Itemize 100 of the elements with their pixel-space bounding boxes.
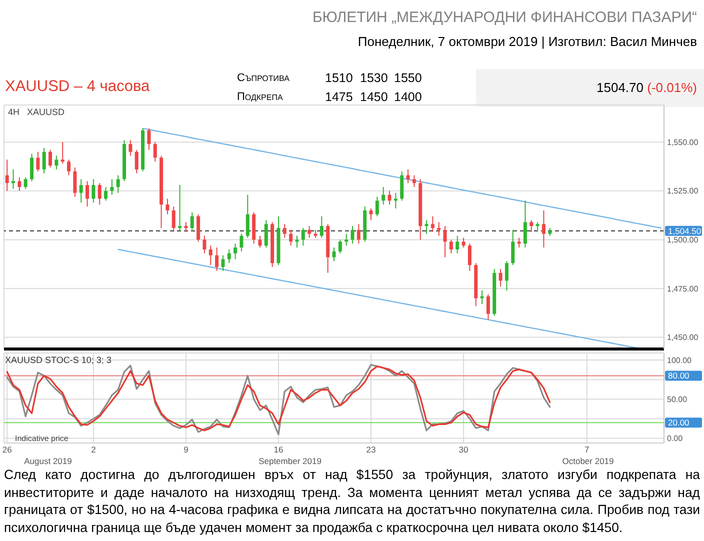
- text: 1550: [394, 71, 422, 86]
- line-series: [142, 128, 662, 229]
- y-tick-label: 100.00: [667, 356, 692, 365]
- ref-line-label: 80.00: [668, 370, 690, 381]
- x-tick-label: 26: [2, 444, 12, 454]
- candlestick: [172, 206, 176, 232]
- candlestick: [308, 226, 312, 238]
- candlestick: [134, 149, 138, 174]
- candlestick: [208, 245, 212, 266]
- candlestick: [412, 174, 416, 188]
- candlestick: [289, 229, 293, 246]
- candlestick: [36, 151, 40, 172]
- candlestick: [166, 198, 170, 215]
- candlestick: [24, 176, 28, 190]
- candlestick: [542, 210, 546, 248]
- ref-line-label: 20.00: [668, 418, 690, 428]
- candlestick: [511, 229, 515, 266]
- candlestick: [190, 212, 194, 230]
- text: Подкрепа: [237, 91, 283, 104]
- candlestick: [92, 178, 96, 204]
- y-tick-label: 1,525.00: [667, 186, 699, 196]
- chart-subtitle: Понеделник, 7 октомври 2019 | Изготвил: Васил Минчев: [358, 34, 697, 50]
- candlestick: [332, 246, 336, 262]
- candlestick: [462, 237, 466, 248]
- candlestick: [48, 149, 52, 168]
- candlestick: [215, 246, 219, 272]
- text: September 2019: [258, 456, 322, 467]
- candlestick: [73, 166, 77, 198]
- candlestick: [344, 233, 348, 246]
- candlestick: [295, 235, 299, 248]
- candlestick: [486, 294, 490, 320]
- text: XAUUSD – 4 часова: [5, 78, 150, 96]
- candlestick: [98, 182, 102, 206]
- candlestick: [468, 243, 472, 272]
- candlestick: [456, 235, 460, 254]
- candlestick: [196, 214, 200, 242]
- candlestick: [369, 208, 373, 221]
- candlestick: [517, 237, 521, 248]
- text: 1450: [360, 90, 388, 104]
- text: October 2019: [562, 456, 614, 467]
- ref-line-label: 1,504.50: [668, 226, 702, 236]
- candlestick: [110, 178, 114, 196]
- candlestick: [104, 186, 108, 202]
- candlestick: [430, 216, 434, 232]
- x-tick-label: 7: [584, 444, 590, 454]
- candlestick: [264, 220, 268, 248]
- candlestick: [234, 243, 238, 260]
- candlestick: [54, 155, 58, 170]
- candlestick: [153, 142, 157, 162]
- candlestick: [86, 180, 90, 208]
- y-tick-label: 50.00: [667, 394, 688, 404]
- text: 1510: [325, 71, 353, 86]
- candlestick: [147, 128, 151, 150]
- text: 1530: [360, 71, 388, 86]
- chart-title: БЮЛЕТИН „МЕЖДУНАРОДНИ ФИНАНСОВИ ПАЗАРИ“: [312, 9, 697, 26]
- candlestick: [246, 194, 250, 238]
- candlestick: [227, 248, 231, 264]
- y-tick-label: 1,450.00: [667, 333, 699, 342]
- text: (-0.01%): [646, 80, 697, 95]
- candlestick: [202, 235, 206, 254]
- candlestick: [504, 260, 508, 291]
- candlestick: [530, 220, 534, 232]
- text: След като достигна до дългогодишен връх от над $1550 за тройунция, златото изгуби подкрепата на инвеститорите и даде началото на низходящ тренд. За момента ценният метал успява да се задържи над границата от $1500, но на 4-часова графика е видна липсата на достатъчно покупателна сила. Пробив под тази психологична граница ще бъде удачен момент за продажба с краткосрочна цел нивата около $1450.: [4, 466, 700, 536]
- text: 1400: [394, 90, 422, 104]
- candlestick: [356, 224, 360, 244]
- y-tick-label: 1,475.00: [667, 284, 699, 294]
- candlestick: [184, 222, 188, 232]
- x-tick-label: 9: [184, 444, 189, 454]
- text: Съпротива: [237, 72, 290, 85]
- candlestick: [350, 226, 354, 244]
- x-tick-label: 30: [458, 444, 469, 454]
- candlestick: [320, 216, 324, 238]
- candlestick: [67, 159, 71, 176]
- text: 1504.70: [596, 80, 644, 95]
- x-tick-label: 2: [91, 444, 96, 454]
- candlestick: [400, 170, 404, 202]
- candlestick: [79, 178, 83, 204]
- candlestick: [5, 159, 9, 192]
- y-tick-label: 0.00: [667, 434, 684, 444]
- annotation: 4H: [8, 107, 20, 118]
- text: 1475: [325, 90, 353, 104]
- candlestick: [394, 192, 398, 209]
- candlestick: [443, 226, 447, 258]
- annotation: XAUUSD: [27, 107, 65, 118]
- x-tick-label: 23: [366, 444, 376, 454]
- y-tick-label: 1,550.00: [667, 138, 699, 147]
- candlestick: [42, 147, 46, 174]
- candlestick: [424, 220, 428, 234]
- y-tick-label: 1,500.00: [667, 235, 699, 244]
- candlestick: [282, 224, 286, 238]
- candlestick: [116, 174, 120, 194]
- chart-title: XAUUSD STOC-S 10; 3; 3: [5, 355, 112, 366]
- candlestick: [18, 176, 22, 192]
- annotation: Indicative price: [15, 434, 68, 444]
- candlestick: [60, 142, 64, 164]
- candlestick: [523, 200, 527, 248]
- candlestick: [301, 227, 305, 246]
- candlestick: [382, 186, 386, 206]
- candlestick: [128, 140, 132, 156]
- candlestick: [338, 239, 342, 254]
